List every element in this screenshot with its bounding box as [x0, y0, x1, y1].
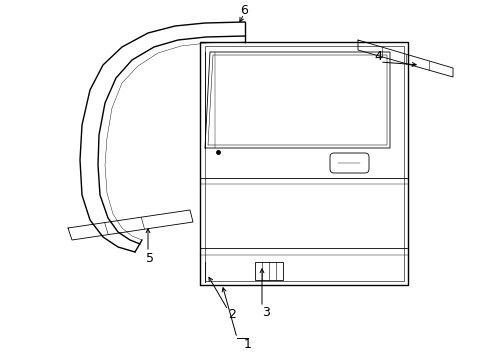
Text: 2: 2	[227, 307, 235, 320]
Text: 4: 4	[373, 49, 381, 63]
Bar	[254, 262, 283, 280]
Text: 1: 1	[244, 338, 251, 351]
Text: 3: 3	[262, 306, 269, 319]
Text: 6: 6	[240, 4, 247, 17]
Text: 5: 5	[146, 252, 154, 265]
